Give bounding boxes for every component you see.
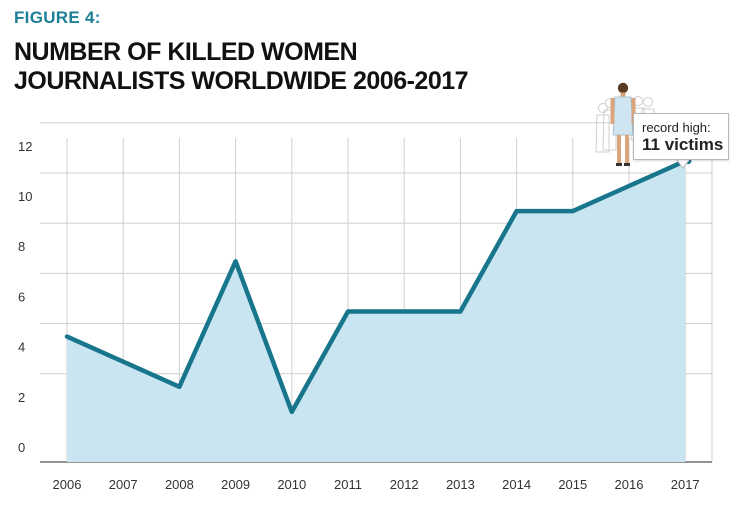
callout-line-2: 11 victims	[642, 135, 724, 154]
woman-silhouette-icon	[595, 82, 656, 166]
y-tick-label: 4	[18, 340, 25, 355]
data-point-2010	[290, 410, 294, 414]
series-line	[64, 158, 688, 415]
y-tick-label: 2	[18, 390, 25, 405]
x-tick-label: 2014	[502, 477, 531, 492]
data-point-2013	[458, 310, 462, 313]
chart-title-line-1: NUMBER OF KILLED WOMEN	[14, 38, 358, 66]
x-tick-label: 2011	[334, 477, 362, 492]
data-point-2014	[515, 209, 519, 213]
x-tick-label: 2016	[615, 477, 644, 492]
callout-line-1: record high:	[642, 120, 711, 135]
y-tick-label: 10	[18, 189, 32, 204]
x-tick-label: 2015	[558, 477, 587, 492]
data-point-2015	[571, 209, 575, 213]
record-high-callout: record high: 11 victims	[633, 113, 729, 160]
data-point-2006	[65, 335, 69, 339]
x-tick-label: 2007	[109, 477, 138, 492]
chart-title-line-2: JOURNALISTS WORLDWIDE 2006-2017	[14, 67, 469, 95]
y-tick-label: 0	[18, 440, 25, 455]
y-tick-label: 12	[18, 139, 32, 154]
data-point-2011	[346, 310, 350, 313]
y-axis-ticks: 0 2 4 6 8 10 12	[18, 139, 32, 455]
data-point-2007	[121, 360, 125, 364]
x-tick-label: 2009	[221, 477, 250, 492]
x-tick-label: 2010	[277, 477, 306, 492]
area-layer	[67, 160, 686, 462]
x-tick-label: 2012	[390, 477, 419, 492]
x-tick-label: 2006	[53, 477, 82, 492]
x-axis-ticks: 2006 2007 2008 2009 2010 2011 2012 2013 2014 2015…	[53, 477, 700, 492]
data-point-2008	[177, 385, 181, 389]
chart-title: NUMBER OF KILLED WOMEN JOURNALISTS WORLD…	[14, 38, 469, 96]
x-tick-label: 2008	[165, 477, 194, 492]
data-point-2009	[234, 259, 238, 263]
x-tick-label: 2017	[671, 477, 700, 492]
data-point-2016	[627, 184, 631, 188]
figure-label: FIGURE 4:	[14, 8, 101, 27]
x-tick-label: 2013	[446, 477, 475, 492]
y-tick-label: 8	[18, 239, 25, 254]
y-tick-label: 6	[18, 289, 25, 304]
series-area	[67, 160, 686, 462]
data-point-2012	[402, 310, 406, 313]
